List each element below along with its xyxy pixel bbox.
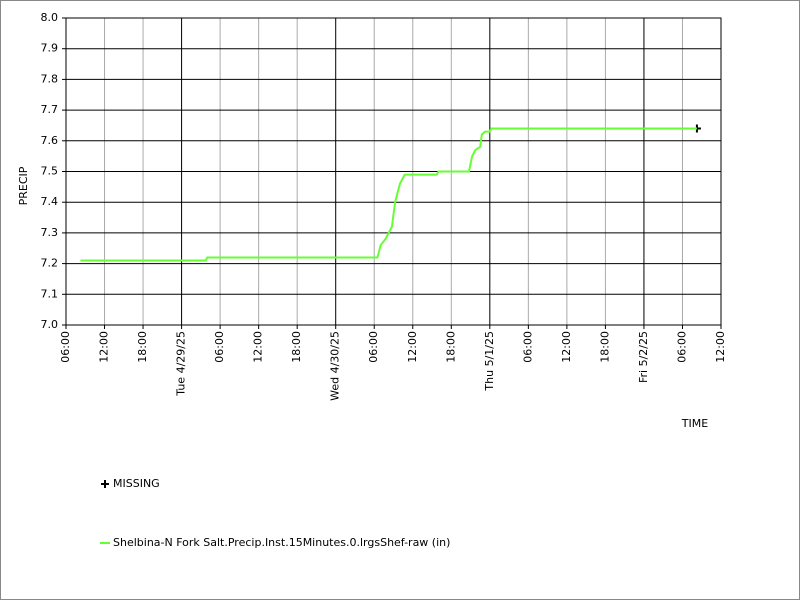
y-tick-label: 7.6 [41, 134, 59, 147]
x-tick-label: 12:00 [252, 331, 265, 363]
x-tick-label: 18:00 [598, 331, 611, 363]
legend-label: MISSING [113, 477, 160, 490]
y-tick-label: 7.7 [41, 103, 59, 116]
x-tick-label: 12:00 [98, 331, 111, 363]
plot-border [65, 17, 722, 326]
y-tick-label: 7.0 [41, 318, 59, 331]
y-tick-label: 7.5 [41, 165, 59, 178]
x-tick-label: 06:00 [59, 331, 72, 363]
y-tick-label: 7.9 [41, 42, 59, 55]
y-tick-label: 7.4 [41, 195, 59, 208]
x-tick-label: Thu 5/1/25 [483, 331, 496, 392]
x-tick-label: Tue 4/29/25 [175, 331, 188, 397]
x-tick-label: 18:00 [444, 331, 457, 363]
x-tick-label: 06:00 [521, 331, 534, 363]
legend-label: Shelbina-N Fork Salt.Precip.Inst.15Minut… [113, 536, 450, 549]
x-tick-label: Wed 4/30/25 [329, 331, 342, 401]
y-tick-label: 8.0 [41, 11, 59, 24]
x-tick-label: 06:00 [367, 331, 380, 363]
x-tick-label: Fri 5/2/25 [637, 331, 650, 383]
x-tick-label: 12:00 [560, 331, 573, 363]
y-axis-label: PRECIP [17, 166, 30, 205]
x-tick-label: 06:00 [675, 331, 688, 363]
y-tick-label: 7.8 [41, 72, 59, 85]
x-tick-label: 12:00 [714, 331, 727, 363]
legend-marker [101, 480, 109, 488]
x-tick-label: 18:00 [136, 331, 149, 363]
series-line [80, 127, 697, 262]
x-tick-label: 18:00 [290, 331, 303, 363]
x-tick-label: 06:00 [213, 331, 226, 363]
y-tick-label: 7.2 [41, 257, 59, 270]
y-tick-label: 7.3 [41, 226, 59, 239]
x-tick-label: 12:00 [406, 331, 419, 363]
y-tick-label: 7.1 [41, 287, 59, 300]
x-axis-label: TIME [681, 417, 708, 430]
